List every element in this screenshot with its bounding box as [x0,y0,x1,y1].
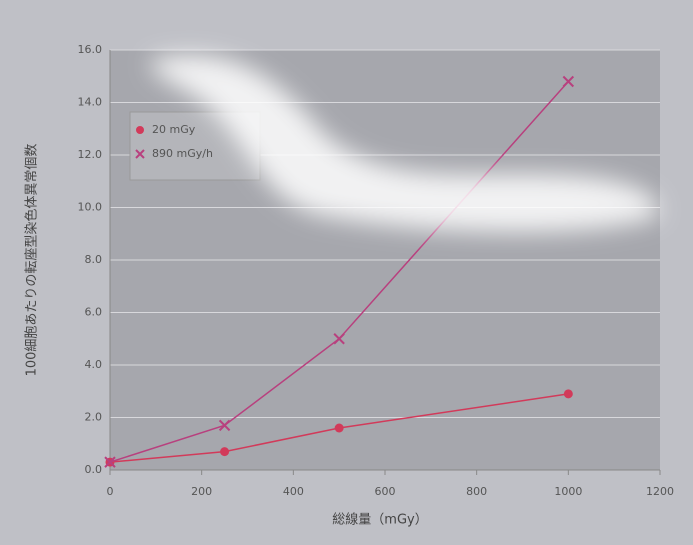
y-axis-title: 100細胞あたりの転座型染色体異常個数 [24,144,40,377]
trend-line [109,393,569,463]
x-tick-label: 400 [283,485,304,498]
marker [334,423,344,433]
y-tick-label: 10.0 [78,201,103,214]
y-tick-label: 8.0 [85,253,103,266]
marker [563,389,573,399]
legend-marker [136,126,144,134]
y-tick-label: 4.0 [85,358,103,371]
x-tick-label: 800 [466,485,487,498]
x-axis-title: 総線量（mGy） [332,512,427,528]
y-tick-label: 0.0 [85,463,103,476]
marker [218,419,231,432]
marker [333,333,345,345]
marker [220,447,230,457]
marker [104,456,116,468]
y-tick-label: 6.0 [85,306,103,319]
x-tick-label: 200 [191,485,212,498]
x-tick-label: 0 [107,485,114,498]
y-tick-label: 2.0 [85,411,103,424]
legend-label: 20 mGy [152,123,196,136]
x-tick-label: 1000 [554,485,582,498]
legend-label: 890 mGy/h [152,147,213,160]
y-tick-label: 16.0 [78,43,103,56]
glare [150,54,660,232]
y-tick-label: 14.0 [78,96,103,109]
x-tick-label: 600 [375,485,396,498]
legend-marker [135,149,145,159]
marker [562,75,575,88]
y-tick-label: 12.0 [78,148,103,161]
x-tick-label: 1200 [646,485,674,498]
